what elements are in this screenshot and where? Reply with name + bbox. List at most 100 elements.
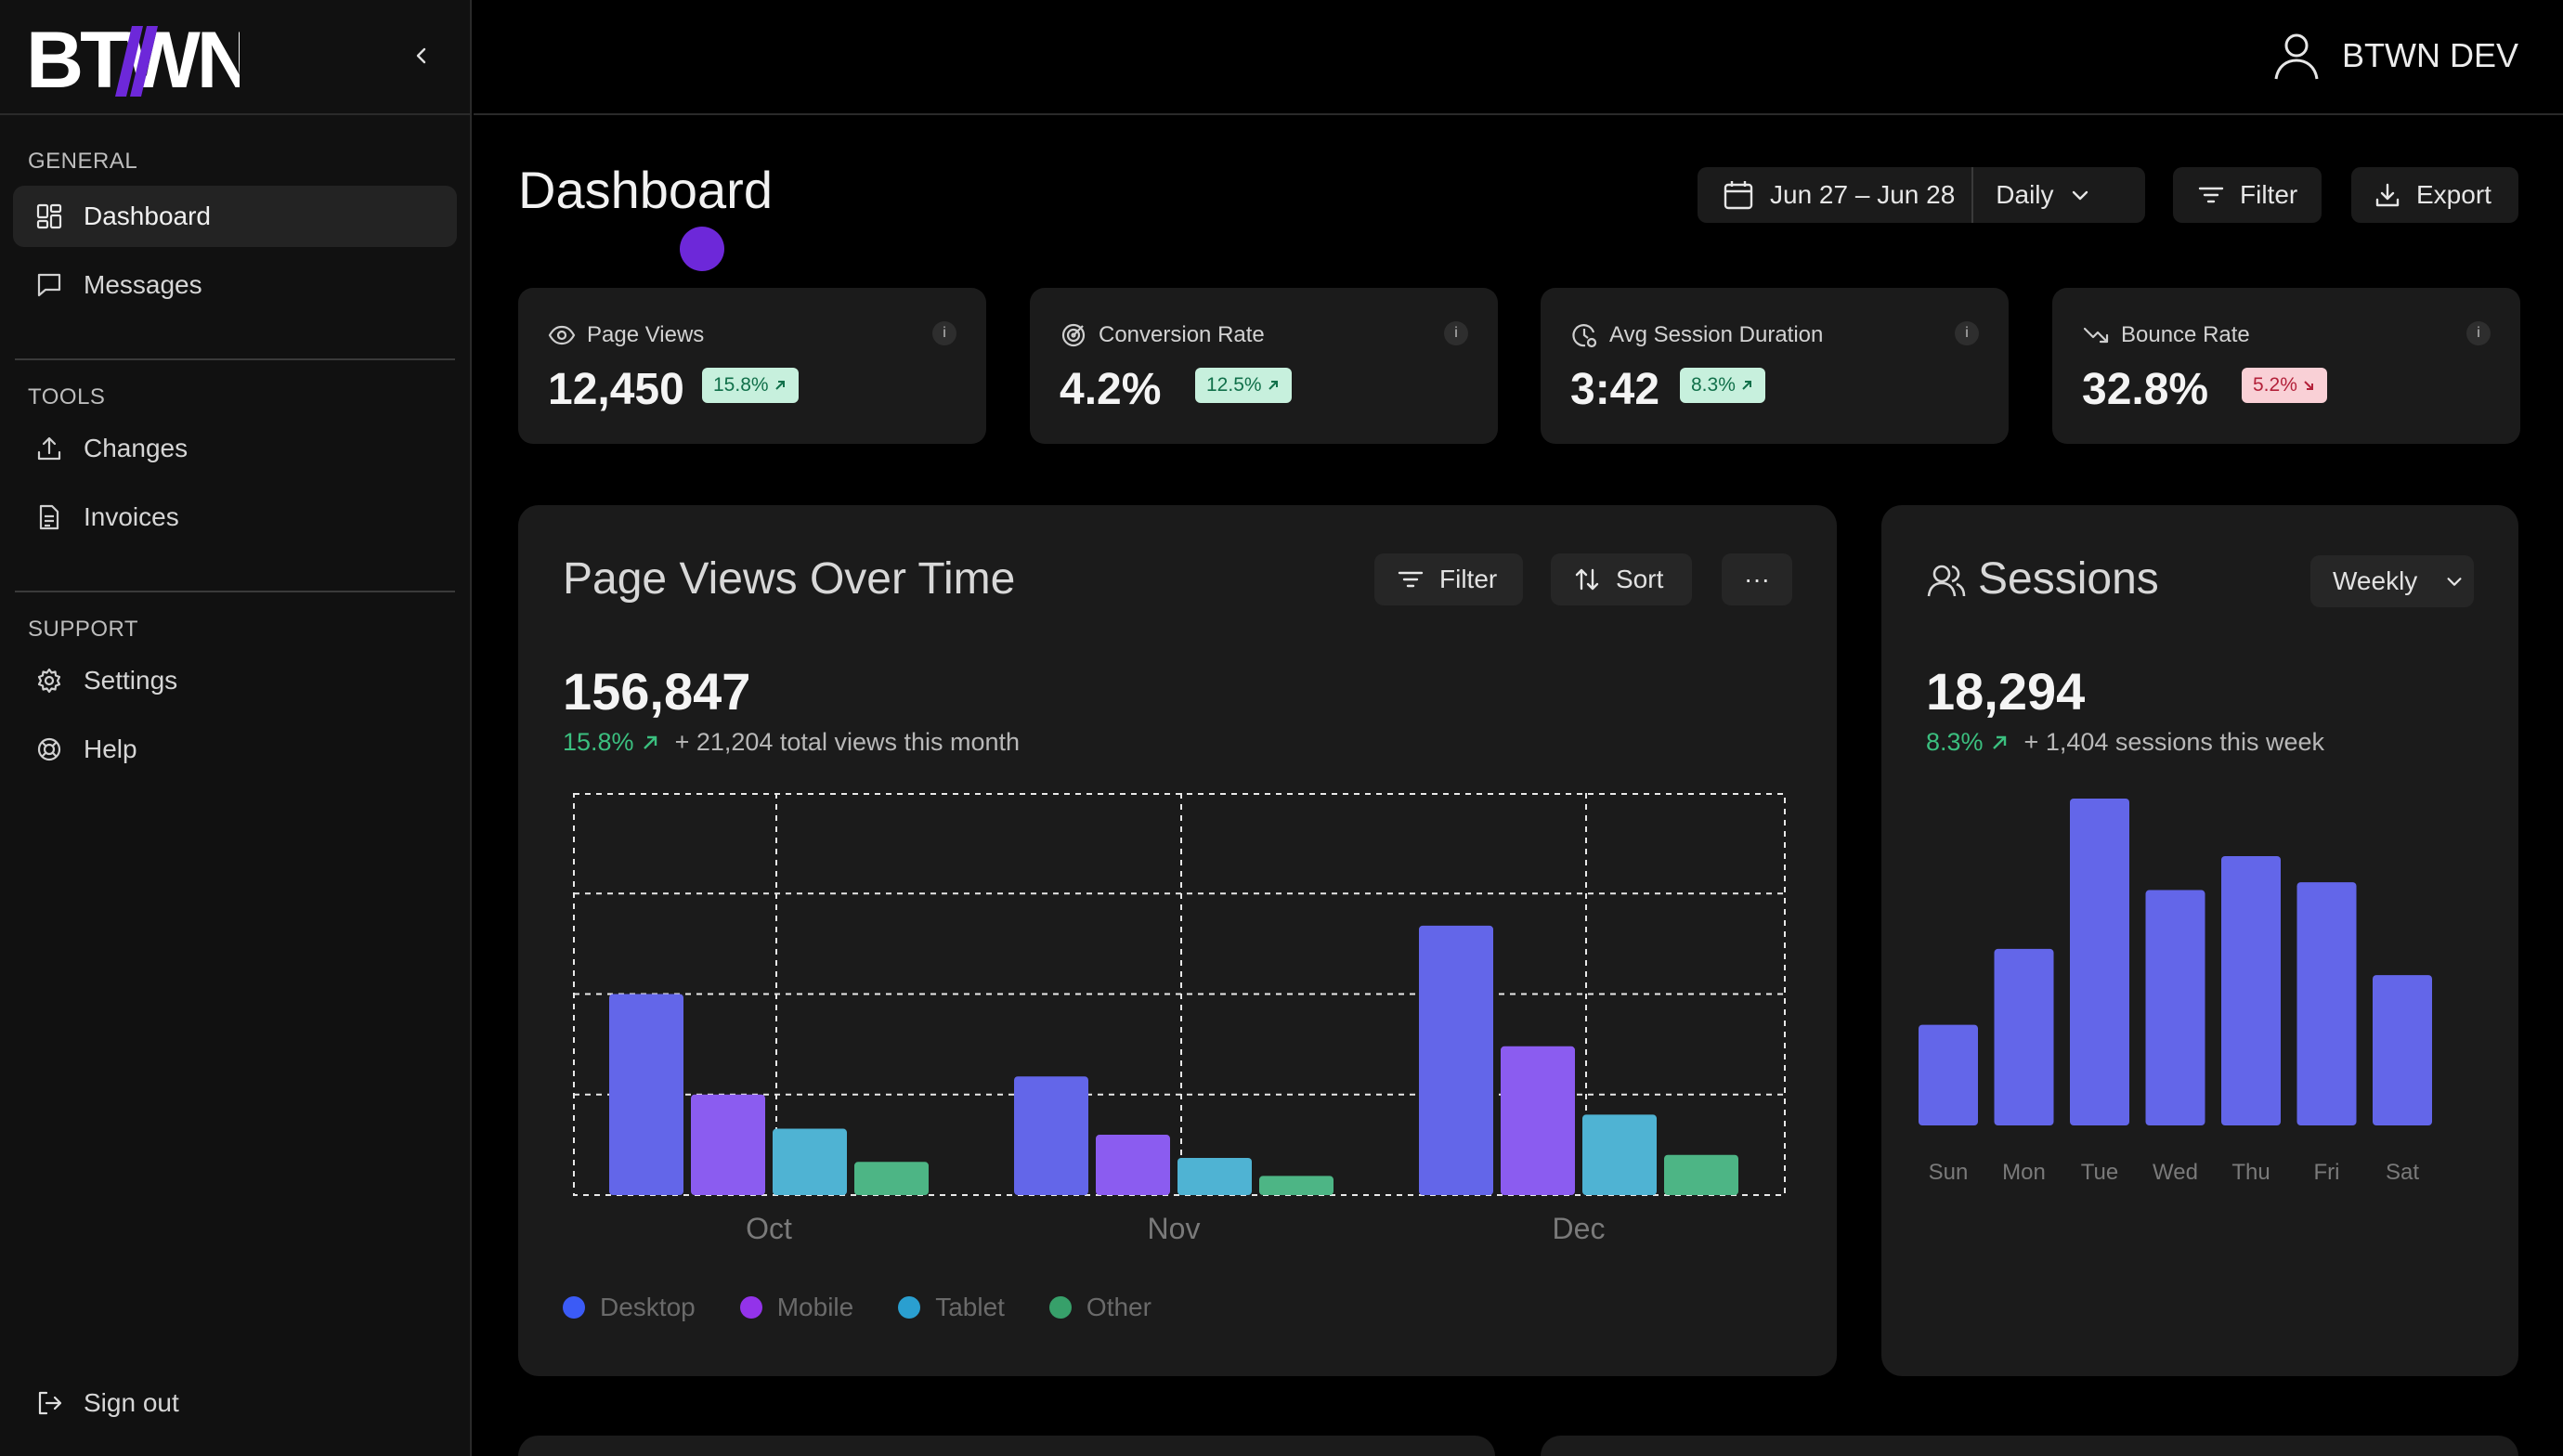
export-label: Export bbox=[2416, 180, 2491, 209]
filter-icon bbox=[2198, 187, 2224, 203]
bar-other-oct[interactable] bbox=[854, 1162, 929, 1195]
chevron-left-icon bbox=[416, 47, 426, 64]
sidebar-item-messages[interactable]: Messages bbox=[13, 254, 457, 316]
stat-change: 12.5% bbox=[1206, 374, 1262, 396]
chart-legend: Desktop Mobile Tablet Other bbox=[563, 1293, 1196, 1322]
stat-label: Page Views bbox=[587, 322, 705, 347]
panel-title: Sessions bbox=[1978, 554, 2159, 604]
bar-mobile-nov[interactable] bbox=[1096, 1135, 1170, 1195]
bar-mobile-dec[interactable] bbox=[1501, 1046, 1575, 1195]
bar-sessions-sat[interactable] bbox=[2373, 975, 2432, 1125]
nav-heading-general: GENERAL bbox=[28, 149, 138, 174]
user-menu[interactable]: BTWN DEV bbox=[2270, 28, 2518, 84]
sidebar-item-label: Invoices bbox=[84, 502, 179, 531]
stat-value: 3:42 bbox=[1570, 365, 1660, 414]
message-icon bbox=[33, 269, 65, 301]
bar-tablet-oct[interactable] bbox=[773, 1128, 847, 1195]
sidebar-item-dashboard[interactable]: Dashboard bbox=[13, 186, 457, 247]
chart-filter-button[interactable]: Filter bbox=[1374, 553, 1523, 605]
legend-dot bbox=[739, 1296, 762, 1319]
bottom-card-left bbox=[518, 1436, 1495, 1456]
export-button[interactable]: Export bbox=[2351, 167, 2518, 223]
stat-change-badge: 8.3% bbox=[1680, 368, 1765, 403]
chevron-down-icon bbox=[2072, 190, 2088, 201]
sessions-delta: 8.3% + 1,404 sessions this week bbox=[1926, 728, 2324, 757]
bar-desktop-dec[interactable] bbox=[1419, 925, 1493, 1195]
x-tick-label: Thu bbox=[2231, 1160, 2270, 1185]
bar-tablet-nov[interactable] bbox=[1177, 1157, 1252, 1195]
legend-item-desktop[interactable]: Desktop bbox=[563, 1293, 696, 1322]
bar-sessions-mon[interactable] bbox=[1994, 948, 2054, 1125]
page-views-delta: 15.8% + 21,204 total views this month bbox=[563, 728, 1020, 757]
upload-icon bbox=[33, 433, 65, 464]
granularity-select[interactable]: Daily bbox=[1996, 180, 2054, 209]
arrow-up-right-icon bbox=[1742, 381, 1751, 390]
bar-desktop-nov[interactable] bbox=[1014, 1076, 1088, 1195]
bar-sessions-fri[interactable] bbox=[2296, 882, 2357, 1125]
stat-label: Conversion Rate bbox=[1099, 322, 1265, 347]
info-icon[interactable]: i bbox=[2466, 321, 2491, 345]
btwn-logo[interactable]: BTWN bbox=[26, 19, 240, 97]
clock-icon bbox=[1572, 324, 1597, 348]
stat-header: Page Views bbox=[548, 321, 704, 349]
sign-out-icon bbox=[33, 1387, 65, 1419]
sidebar-item-label: Help bbox=[84, 734, 137, 763]
x-tick-label: Nov bbox=[1148, 1212, 1201, 1245]
period-value: Weekly bbox=[2333, 566, 2418, 595]
chevron-down-icon bbox=[2447, 578, 2462, 586]
stat-change-badge: 5.2% bbox=[2242, 368, 2327, 403]
delta-value: 15.8% bbox=[563, 728, 634, 756]
sign-out-label: Sign out bbox=[84, 1388, 179, 1417]
info-icon[interactable]: i bbox=[932, 321, 956, 345]
user-icon bbox=[2274, 33, 2319, 80]
eye-icon bbox=[548, 325, 576, 345]
nav-section-support: SUPPORT Settings Help bbox=[0, 613, 470, 780]
legend-dot bbox=[563, 1296, 585, 1319]
download-icon bbox=[2375, 183, 2400, 207]
bar-other-nov[interactable] bbox=[1259, 1176, 1334, 1195]
bar-sessions-wed[interactable] bbox=[2145, 890, 2205, 1125]
legend-item-other[interactable]: Other bbox=[1048, 1293, 1151, 1322]
top-bar: BTWN DEV bbox=[474, 0, 2563, 115]
nav-heading-tools: TOOLS bbox=[28, 384, 106, 410]
panel-title: Page Views Over Time bbox=[563, 554, 1016, 604]
arrow-up-right-icon bbox=[1992, 735, 2006, 749]
chart-sort-button[interactable]: Sort bbox=[1551, 553, 1692, 605]
sessions-bar-chart: Sun Mon Tue Wed Thu Fri Sat bbox=[1919, 799, 2432, 1185]
stat-card-bounce-rate: Bounce Rate i 32.8% 5.2% bbox=[2052, 288, 2520, 444]
sidebar-item-help[interactable]: Help bbox=[13, 719, 457, 780]
legend-item-tablet[interactable]: Tablet bbox=[898, 1293, 1005, 1322]
sort-label: Sort bbox=[1616, 565, 1664, 593]
more-options-button[interactable]: ··· bbox=[1722, 553, 1792, 605]
x-tick-label: Sat bbox=[2386, 1160, 2419, 1185]
info-icon[interactable]: i bbox=[1444, 321, 1468, 345]
period-select[interactable]: Weekly bbox=[2310, 555, 2474, 607]
arrow-up-right-icon bbox=[643, 735, 657, 749]
stat-label: Avg Session Duration bbox=[1609, 322, 1824, 347]
sidebar-item-settings[interactable]: Settings bbox=[13, 650, 457, 711]
bar-desktop-oct[interactable] bbox=[609, 994, 683, 1196]
sidebar-item-invoices[interactable]: Invoices bbox=[13, 487, 457, 548]
stat-header: Conversion Rate bbox=[1060, 321, 1265, 349]
legend-item-mobile[interactable]: Mobile bbox=[739, 1293, 853, 1322]
stat-value: 4.2% bbox=[1060, 365, 1162, 414]
target-icon bbox=[1061, 323, 1086, 347]
filter-button[interactable]: Filter bbox=[2173, 167, 2322, 223]
page-views-panel: Page Views Over Time Filter Sort ··· 156… bbox=[518, 505, 1837, 1376]
sidebar-item-changes[interactable]: Changes bbox=[13, 418, 457, 479]
stat-change: 15.8% bbox=[713, 374, 769, 396]
bar-mobile-oct[interactable] bbox=[691, 1094, 765, 1195]
collapse-sidebar-button[interactable] bbox=[405, 39, 438, 72]
info-icon[interactable]: i bbox=[1955, 321, 1979, 345]
document-icon bbox=[33, 501, 65, 533]
legend-label: Desktop bbox=[600, 1293, 696, 1321]
sessions-panel: Sessions Weekly 18,294 8.3% + 1,404 sess… bbox=[1881, 505, 2518, 1376]
bar-tablet-dec[interactable] bbox=[1582, 1114, 1657, 1195]
bar-sessions-thu[interactable] bbox=[2221, 855, 2281, 1125]
bar-sessions-sun[interactable] bbox=[1919, 1024, 1978, 1125]
sign-out-button[interactable]: Sign out bbox=[13, 1372, 459, 1434]
filter-icon bbox=[1398, 571, 1424, 588]
bar-sessions-tue[interactable] bbox=[2070, 799, 2129, 1125]
bar-other-dec[interactable] bbox=[1664, 1154, 1738, 1195]
date-range-picker[interactable]: Jun 27 – Jun 28 Daily bbox=[1698, 167, 2145, 223]
